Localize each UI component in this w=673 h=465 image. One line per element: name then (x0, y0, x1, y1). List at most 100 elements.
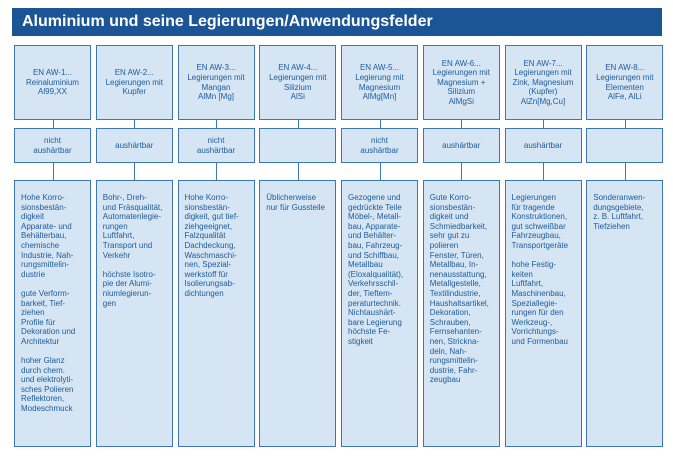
text-line: Fahrzeugbau, (511, 231, 561, 241)
text-line: gedrückte Teile (348, 202, 402, 212)
paragraph: hohe Festig-keiten Luftfahrt, Maschinenbau… (512, 260, 577, 346)
text-line: nenausstattung, (429, 269, 487, 279)
title: Aluminium und seine Legierungen/Anwendun… (12, 8, 662, 36)
connector (216, 163, 217, 180)
text-line: rungen für den (511, 308, 564, 318)
text-line: Isolierungsab- (184, 279, 235, 289)
text-line: nen, Spezial- (184, 260, 232, 270)
text-line: nur für Gussteile (266, 202, 325, 212)
connector (379, 163, 381, 180)
text-line: Möbel-, Metall- (348, 212, 401, 222)
text-line: pie der Alumi- (102, 279, 152, 289)
uses-box: Legierungen für tragende Konstruktionen, gu… (504, 180, 582, 447)
text-line: sehr gut zu (429, 231, 470, 241)
text-line: Legierungen mit (514, 68, 572, 78)
hardening-box: nicht aushärtbar (14, 128, 91, 163)
connector (461, 163, 463, 180)
text-line: chemische (21, 240, 60, 250)
hardening-box (259, 128, 337, 163)
text-line: Behälterbau, (21, 231, 67, 241)
text-line: niumlegierun- (102, 288, 152, 298)
text-line: gute Verform- (21, 288, 70, 298)
text-line: aushärtbar (442, 140, 481, 150)
text-line: EN AW-3... (196, 63, 236, 73)
hardening-box: aushärtbar (422, 128, 500, 163)
text-line: Gute Korro- (429, 193, 472, 202)
text-line: Zink, Magnesium (512, 77, 574, 87)
text-line: nen, Strickna- (429, 336, 480, 346)
text-line: EN AW-4... (278, 63, 318, 73)
text-line: Tiefziehen (593, 221, 630, 231)
connector (624, 163, 626, 180)
text-line: und Schiffbau, (348, 250, 400, 260)
text-line: Legierungen mit (596, 72, 654, 82)
hardening-box: nicht aushärtbar (177, 128, 255, 163)
text-line: EN AW-8... (605, 63, 645, 73)
text-line: der, Tieftem- (348, 288, 393, 298)
text-line: Al99,XX (38, 87, 67, 97)
paragraph: Gezogene und gedrückte Teile Möbel-, Metal… (348, 193, 413, 347)
text-line: EN AW-2... (114, 68, 154, 78)
text-line: gut schweißbar (511, 221, 566, 231)
text-line: Architektur (21, 336, 60, 346)
text-line: Metallbau, In- (429, 260, 479, 270)
text-line: digkeit und (429, 212, 469, 222)
group-box: EN AW-7... Legierungen mit Zink, Magnesium… (504, 45, 582, 120)
text-line: Legierungen mit (187, 72, 245, 82)
text-line: (Eloxalqualität), (348, 269, 404, 279)
text-line: Modeschmuck (21, 404, 73, 414)
uses-box: Gezogene und gedrückte Teile Möbel-, Metal… (341, 180, 418, 447)
text-line: Silizium (447, 87, 476, 97)
text-line: Transport und (102, 240, 153, 250)
text-line: Hohe Korro- (21, 193, 65, 202)
text-line: bau, Fahrzeug- (348, 240, 403, 250)
text-line: z. B. Luftfahrt, (593, 212, 644, 222)
text-line: deln, Nah- (429, 346, 467, 356)
text-line: zeugbau (429, 375, 461, 385)
text-line: Reinaluminium (26, 77, 79, 87)
text-line: werkstoff für (184, 269, 228, 279)
text-line: Fernsehanten- (429, 327, 482, 337)
group-box: EN AW-6... Legierungen mit Magnesium + Sili… (422, 45, 500, 120)
uses-box: Üblicherweise nur für Gussteile (259, 180, 337, 447)
text-line: nicht (207, 135, 225, 145)
text-line: Silizium (283, 82, 312, 92)
paragraph: Üblicherweise nur für Gussteile (266, 193, 331, 212)
text-line: aushärtbar (360, 145, 399, 155)
text-line: polieren (429, 240, 459, 250)
text-line: und Formenbau (511, 336, 568, 346)
text-line: (Kupfer) (528, 87, 558, 97)
text-line: Vorrichtungs- (511, 327, 559, 337)
text-line: Reflektoren, (21, 394, 65, 404)
text-line: und Behälter- (348, 231, 397, 241)
paragraph: Bohr-, Dreh-und Fräsqualität, Automatenle… (103, 193, 168, 260)
text-line: durch chem. (21, 365, 66, 375)
text-line: nicht (371, 135, 388, 145)
connector (461, 120, 463, 128)
paragraph: Hohe Korro-sionsbestän-digkeit, gut tief… (185, 193, 250, 299)
text-line: Automatenlegie- (102, 212, 162, 222)
text-line: AlFe, AlLi (607, 92, 642, 102)
text-line: EN AW-6... (441, 58, 481, 68)
text-line: und Fräsqualität, (102, 202, 163, 212)
hardening-box: aushärtbar (95, 128, 173, 163)
paragraph: Legierungen für tragende Konstruktionen, gu… (512, 193, 577, 251)
connector (216, 120, 217, 128)
text-line: sches Polieren (21, 384, 74, 394)
text-line: sionsbestän- (184, 202, 230, 212)
text-line: Werkzeug-, (511, 317, 553, 327)
text-line: Speziallegie- (511, 298, 558, 308)
paragraph: höchste Isotro-pie der Alumi-niumlegieru… (103, 270, 168, 308)
text-line: aushärtbar (115, 140, 154, 150)
text-line: Luftfahrt, (511, 279, 544, 289)
text-line: Legierungen mit (105, 77, 163, 87)
text-line: AlSi (290, 92, 305, 102)
group-box: EN AW-8... Legierungen mit Elementen AlFe, … (586, 45, 664, 120)
connector (379, 120, 381, 128)
text-line: Haushaltsartikel, (429, 298, 489, 308)
hardening-box (586, 128, 664, 163)
text-line: Schrauben, (429, 317, 471, 327)
uses-box: Sonderanwen-dungsgebiete, z. B. Luftfahrt… (586, 180, 664, 447)
text-line: Profile für (21, 317, 56, 327)
uses-box: Hohe Korro-sionsbestän-digkeit Apparate- … (14, 180, 91, 447)
